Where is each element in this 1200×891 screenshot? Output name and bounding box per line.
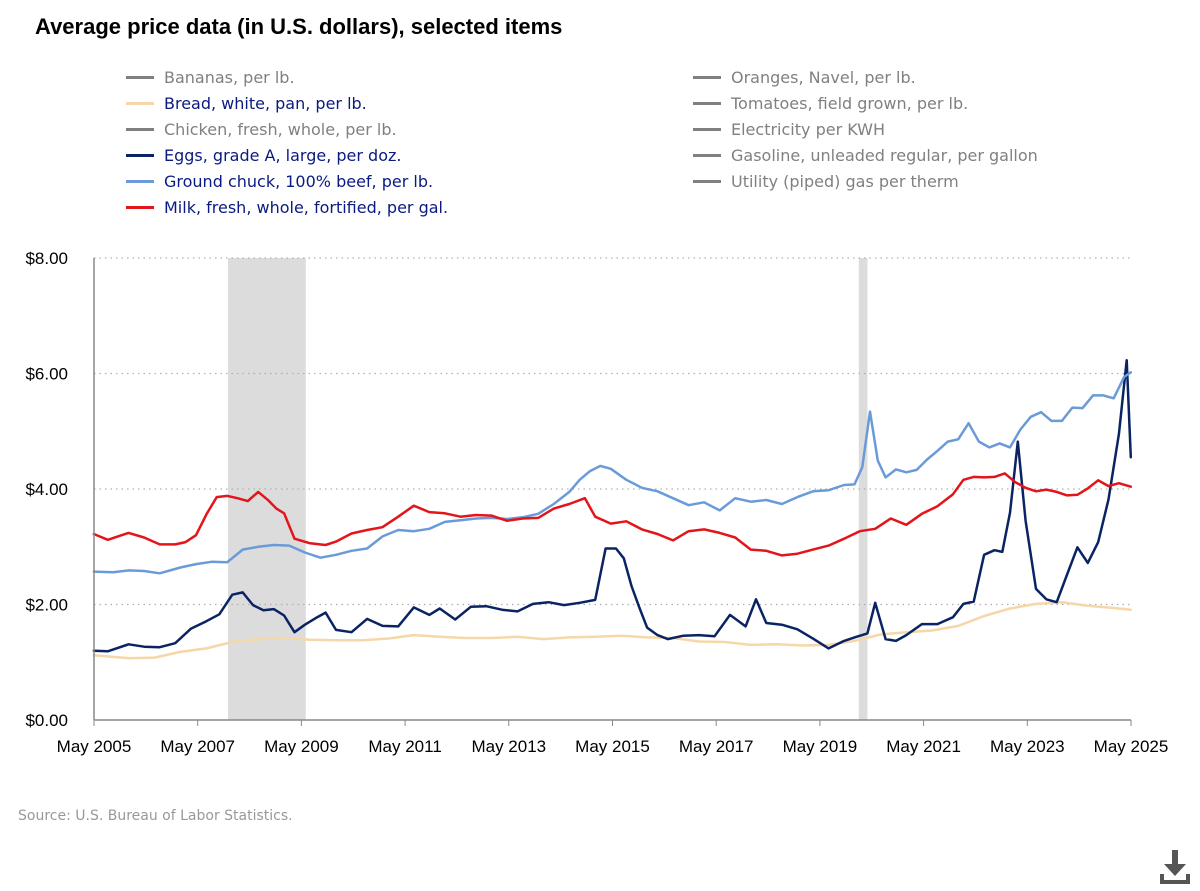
legend-label: Electricity per KWH	[731, 119, 885, 139]
legend-swatch	[126, 153, 154, 157]
legend-label: Eggs, grade A, large, per doz.	[164, 145, 402, 165]
legend-item[interactable]: Milk, fresh, whole, fortified, per gal.	[126, 194, 448, 220]
legend-swatch	[126, 127, 154, 131]
legend-item[interactable]: Ground chuck, 100% beef, per lb.	[126, 168, 448, 194]
legend-label: Utility (piped) gas per therm	[731, 171, 959, 191]
axes	[93, 258, 1132, 726]
series-line	[92, 472, 1133, 557]
x-tick-label: May 2007	[160, 737, 235, 756]
legend-swatch	[126, 101, 154, 105]
recession-band	[227, 258, 306, 720]
x-tick-label: May 2023	[990, 737, 1065, 756]
legend-label: Bread, white, pan, per lb.	[164, 93, 367, 113]
y-axis-tick-labels: $0.00 $2.00 $4.00 $6.00 $8.00	[25, 249, 68, 730]
legend-left-column: Bananas, per lb. Bread, white, pan, per l…	[126, 64, 448, 220]
legend-label: Ground chuck, 100% beef, per lb.	[164, 171, 434, 191]
y-tick-label: $6.00	[25, 365, 68, 384]
legend-swatch	[693, 153, 721, 157]
legend-label: Gasoline, unleaded regular, per gallon	[731, 145, 1038, 165]
legend-right-column: Oranges, Navel, per lb. Tomatoes, field g…	[693, 64, 1038, 194]
legend-item[interactable]: Bananas, per lb.	[126, 64, 448, 90]
legend-item[interactable]: Bread, white, pan, per lb.	[126, 90, 448, 116]
y-tick-label: $8.00	[25, 249, 68, 268]
legend-swatch	[126, 179, 154, 183]
legend-label: Chicken, fresh, whole, per lb.	[164, 119, 397, 139]
series-lines	[92, 358, 1133, 660]
x-tick-label: May 2013	[471, 737, 546, 756]
legend-label: Bananas, per lb.	[164, 67, 295, 87]
chart-title: Average price data (in U.S. dollars), se…	[35, 14, 563, 39]
legend-swatch	[693, 179, 721, 183]
series-line	[92, 371, 1133, 575]
legend-item[interactable]: Chicken, fresh, whole, per lb.	[126, 116, 448, 142]
x-tick-label: May 2017	[679, 737, 754, 756]
legend-swatch	[126, 75, 154, 79]
x-tick-label: May 2005	[57, 737, 132, 756]
legend-swatch	[693, 127, 721, 131]
y-tick-label: $0.00	[25, 711, 68, 730]
x-tick-label: May 2019	[783, 737, 858, 756]
legend-item[interactable]: Gasoline, unleaded regular, per gallon	[693, 142, 1038, 168]
legend-item[interactable]: Utility (piped) gas per therm	[693, 168, 1038, 194]
legend-swatch	[693, 75, 721, 79]
series-line	[92, 358, 1133, 653]
legend-label: Milk, fresh, whole, fortified, per gal.	[164, 197, 449, 217]
legend-swatch	[126, 205, 154, 209]
legend-item[interactable]: Oranges, Navel, per lb.	[693, 64, 1038, 90]
legend-label: Tomatoes, field grown, per lb.	[731, 93, 969, 113]
source-note: Source: U.S. Bureau of Labor Statistics.	[18, 808, 293, 824]
x-tick-label: May 2021	[886, 737, 961, 756]
series-line	[92, 600, 1133, 660]
x-tick-label: May 2025	[1094, 737, 1169, 756]
legend-swatch	[693, 101, 721, 105]
recession-band	[858, 258, 868, 720]
x-axis-tick-labels: May 2005 May 2007 May 2009 May 2011 May 2013…	[57, 737, 1169, 756]
x-tick-label: May 2011	[368, 737, 441, 756]
legend-item[interactable]: Eggs, grade A, large, per doz.	[126, 142, 448, 168]
x-tick-label: May 2015	[575, 737, 650, 756]
legend-item[interactable]: Electricity per KWH	[693, 116, 1038, 142]
legend-item[interactable]: Tomatoes, field grown, per lb.	[693, 90, 1038, 116]
download-icon[interactable]	[1158, 848, 1192, 886]
y-tick-label: $2.00	[25, 596, 68, 615]
legend-label: Oranges, Navel, per lb.	[731, 67, 916, 87]
x-tick-label: May 2009	[264, 737, 339, 756]
y-tick-label: $4.00	[25, 480, 68, 499]
